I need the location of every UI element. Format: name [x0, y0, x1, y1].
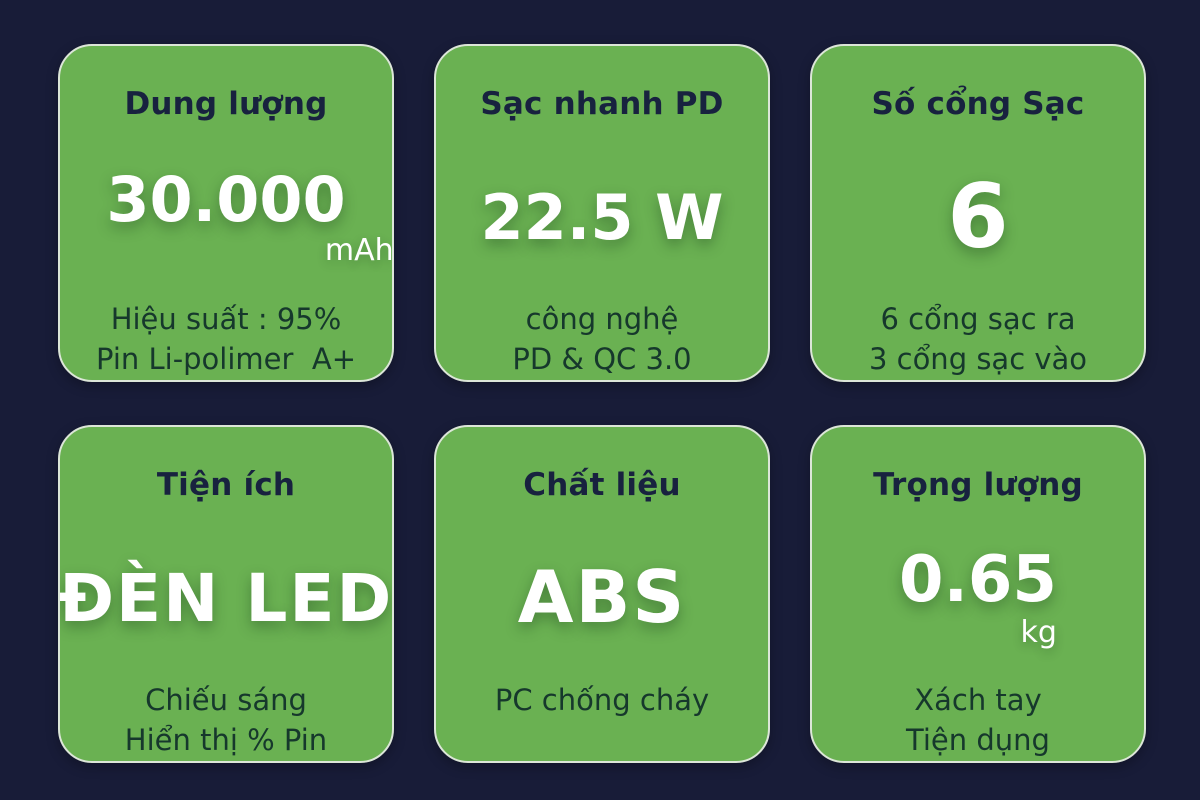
- card-unit: mAh: [324, 233, 394, 269]
- subtitle-line: Hiển thị % Pin: [124, 723, 328, 758]
- card-title: Dung lượng: [124, 86, 328, 122]
- spec-card-material: Chất liệu ABS PC chống cháy: [434, 425, 770, 763]
- card-subtitle: 6 cổng sạc ra 3 cổng sạc vào: [869, 299, 1087, 379]
- card-subtitle: Hiệu suất : 95% Pin Li-polimer A+: [96, 299, 356, 379]
- card-value-block: 22.5 W: [481, 147, 724, 287]
- card-title: Trọng lượng: [873, 467, 1083, 503]
- card-subtitle: công nghệ PD & QC 3.0: [512, 299, 691, 379]
- subtitle-line: Hiệu suất : 95%: [110, 302, 342, 337]
- card-subtitle: PC chống cháy: [495, 680, 709, 720]
- subtitle-line: Tiện dụng: [906, 723, 1050, 758]
- card-value: 6: [947, 164, 1009, 268]
- card-unit: kg: [1020, 615, 1057, 651]
- subtitle-line: Chiếu sáng: [145, 683, 307, 718]
- card-value: 0.65: [899, 543, 1057, 618]
- subtitle-line: 6 cổng sạc ra: [880, 302, 1076, 337]
- card-title: Tiện ích: [156, 467, 296, 503]
- subtitle-line: Xách tay: [914, 683, 1042, 718]
- card-subtitle: Chiếu sáng Hiển thị % Pin: [125, 680, 327, 760]
- card-value: 22.5 W: [480, 180, 724, 254]
- subtitle-line: 3 cổng sạc vào: [868, 342, 1088, 377]
- card-title: Chất liệu: [523, 467, 681, 503]
- subtitle-line: PD & QC 3.0: [512, 342, 692, 377]
- card-value: ĐÈN LED: [58, 559, 394, 637]
- card-title: Số cổng Sạc: [871, 86, 1085, 122]
- spec-card-fast-charge: Sạc nhanh PD 22.5 W công nghệ PD & QC 3.…: [434, 44, 770, 382]
- spec-card-ports: Số cổng Sạc 6 6 cổng sạc ra 3 cổng sạc v…: [810, 44, 1146, 382]
- card-value-block: ĐÈN LED: [58, 528, 394, 668]
- card-value-block: 30.000 mAh: [106, 147, 392, 287]
- card-value: 30.000: [106, 163, 346, 237]
- subtitle-line: công nghệ: [525, 302, 679, 337]
- spec-card-utility: Tiện ích ĐÈN LED Chiếu sáng Hiển thị % P…: [58, 425, 394, 763]
- card-value-block: 6: [947, 147, 1008, 287]
- card-value: ABS: [517, 555, 687, 640]
- subtitle-line: Pin Li-polimer A+: [95, 342, 357, 377]
- spec-card-weight: Trọng lượng 0.65 kg Xách tay Tiện dụng: [810, 425, 1146, 763]
- spec-card-capacity: Dung lượng 30.000 mAh Hiệu suất : 95% Pi…: [58, 44, 394, 382]
- card-title: Sạc nhanh PD: [480, 86, 724, 122]
- card-value-block: 0.65 kg: [899, 528, 1057, 668]
- card-value-block: ABS: [518, 528, 686, 668]
- card-subtitle: Xách tay Tiện dụng: [906, 680, 1050, 760]
- subtitle-line: PC chống cháy: [494, 683, 710, 718]
